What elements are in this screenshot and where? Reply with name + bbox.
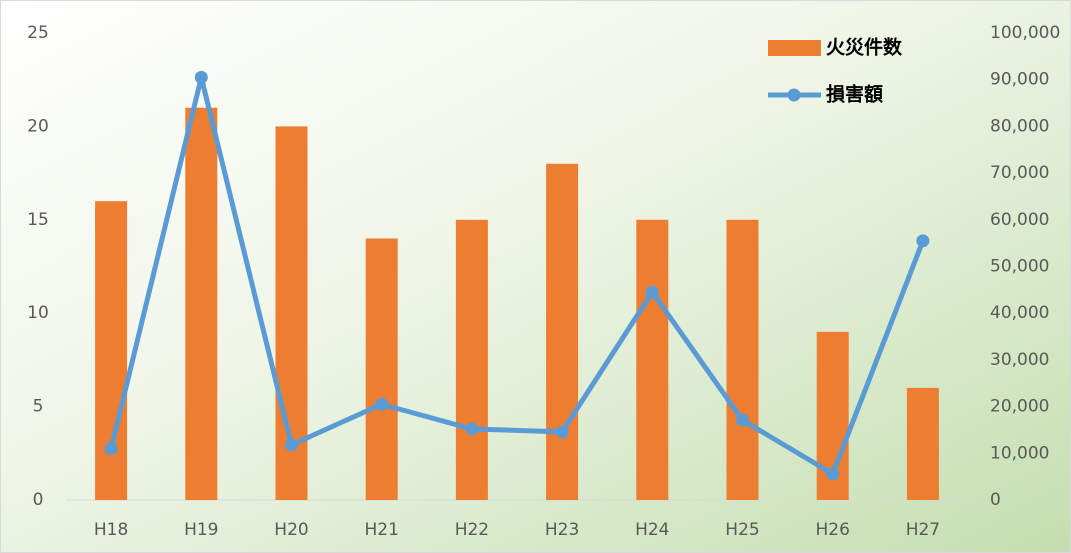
bar (546, 163, 579, 500)
y2-tick-label: 30,000 (990, 350, 1049, 370)
line (108, 74, 926, 477)
legend-label: 損害額 (826, 83, 883, 106)
y-tick-label: 20 (27, 116, 49, 136)
y-tick-label: 15 (27, 210, 49, 230)
y2-tick-label: 100,000 (990, 23, 1060, 43)
x-tick-label: H19 (184, 520, 218, 540)
point (645, 285, 659, 299)
y2-tick-label: 70,000 (990, 163, 1049, 183)
point (826, 467, 840, 481)
point (285, 438, 298, 452)
y2-tick-label: 80,000 (990, 116, 1049, 136)
point (916, 234, 930, 248)
x-tick-label: H23 (545, 520, 579, 540)
x-tick-label: H21 (364, 520, 398, 540)
y2-tick-label: 10,000 (990, 443, 1049, 463)
x-tick-label: H22 (455, 520, 489, 540)
bar (906, 387, 939, 500)
y2-tick-label: 50,000 (990, 257, 1049, 277)
x-tick-label: H27 (906, 520, 940, 540)
x-tick-label: H18 (94, 520, 128, 540)
bar (726, 219, 759, 501)
y-tick-label: 25 (27, 23, 49, 43)
y2-tick-label: 90,000 (990, 70, 1049, 90)
x-tick-label: H20 (274, 520, 308, 540)
point (104, 442, 118, 456)
point (194, 70, 208, 84)
x-tick-label: H26 (815, 520, 849, 540)
y2-tick-label: 40,000 (990, 303, 1049, 323)
bar (455, 219, 488, 501)
bar (95, 201, 128, 500)
legend-label: 火災件数 (826, 36, 903, 59)
x-tick-label: H24 (635, 520, 669, 540)
y2-tick-label: 60,000 (990, 210, 1049, 230)
point (736, 413, 749, 427)
bar (185, 107, 218, 500)
point (555, 425, 569, 439)
y2-tick-label: 0 (990, 490, 1001, 510)
legend-swatch (768, 40, 821, 56)
point (465, 422, 479, 436)
bar (365, 238, 398, 501)
y-tick-label: 5 (33, 397, 44, 417)
point (375, 397, 389, 411)
legend-swatch (787, 88, 801, 102)
x-tick-label: H25 (725, 520, 759, 540)
y2-tick-label: 20,000 (990, 397, 1049, 417)
y-tick-label: 0 (33, 490, 44, 510)
bar (636, 219, 669, 501)
y-tick-label: 10 (27, 303, 49, 323)
